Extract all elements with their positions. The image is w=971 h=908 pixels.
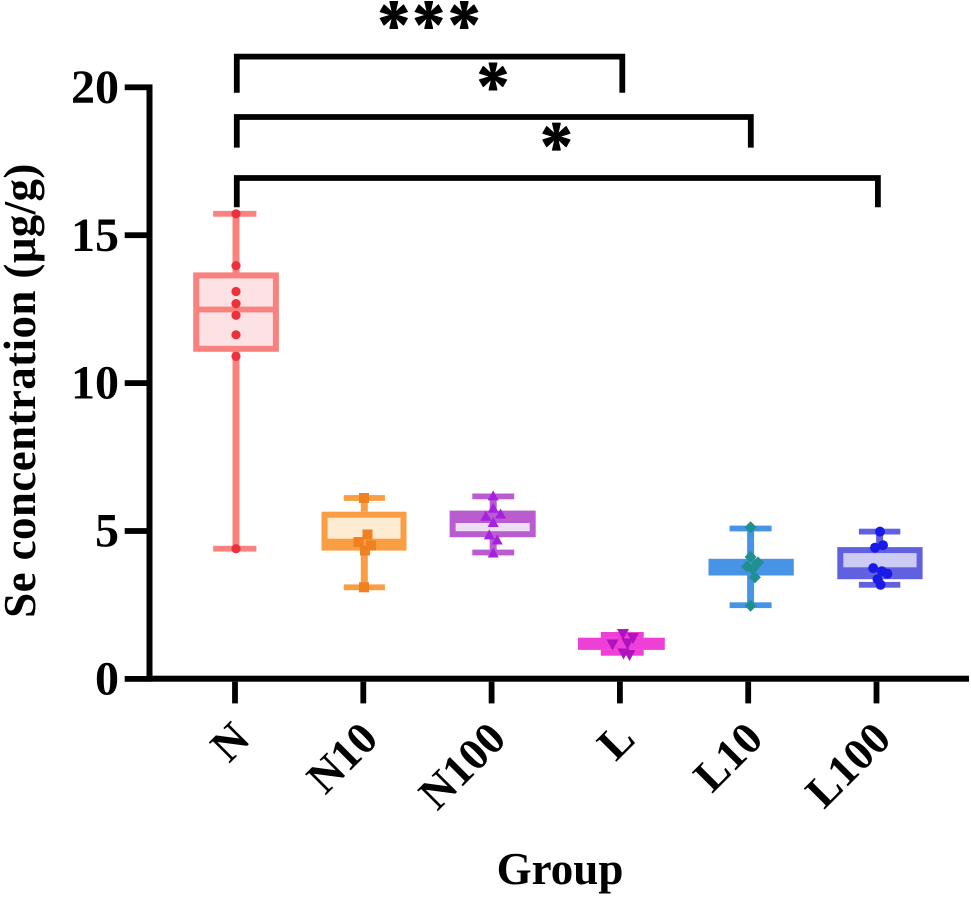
svg-text:10: 10	[71, 357, 119, 410]
svg-text:Group: Group	[497, 844, 624, 894]
svg-text:20: 20	[71, 61, 119, 114]
svg-text:5: 5	[95, 505, 119, 558]
svg-text:15: 15	[71, 209, 119, 262]
svg-text:Se concentration (μg/g): Se concentration (μg/g)	[0, 163, 45, 618]
svg-text:0: 0	[95, 653, 119, 706]
